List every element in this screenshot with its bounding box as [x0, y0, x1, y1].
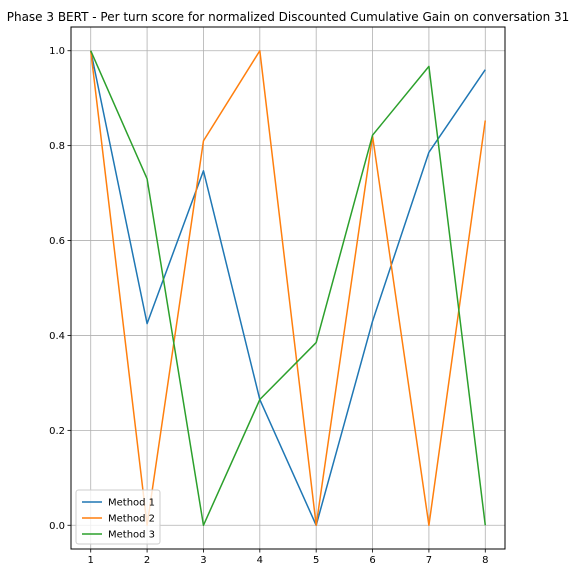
y-tick-label: 0.8: [49, 141, 65, 152]
x-tick-label: 2: [144, 555, 150, 566]
chart-title: Phase 3 BERT - Per turn score for normal…: [7, 10, 570, 24]
legend: Method 1 Method 2 Method 3: [75, 489, 161, 545]
y-tick-label: 0.2: [49, 426, 65, 437]
x-tick-label: 3: [200, 555, 206, 566]
x-tick-label: 6: [369, 555, 375, 566]
series-line-method-3: [90, 50, 487, 527]
x-tick-label: 5: [313, 555, 319, 566]
legend-box: [75, 489, 161, 545]
y-tick-label: 0.0: [49, 521, 65, 532]
x-tick-label: 7: [426, 555, 432, 566]
series-line-method-2: [89, 49, 487, 527]
y-tick-label: 0.4: [49, 331, 65, 342]
y-tick-label: 1.0: [49, 46, 65, 57]
x-tick-label: 1: [88, 555, 94, 566]
y-tick-label: 0.6: [49, 236, 65, 247]
legend-label-method-1: Method 1: [108, 498, 155, 509]
plot-area-frame: [70, 26, 506, 550]
series-line-method-1: [89, 50, 486, 527]
series-lines: [89, 49, 487, 527]
legend-label-method-3: Method 3: [108, 530, 155, 541]
x-axis: 1 2 3 4 5 6 7 8: [88, 549, 488, 566]
legend-label-method-2: Method 2: [108, 514, 155, 525]
x-tick-label: 8: [482, 555, 488, 566]
y-axis: 0.0 0.2 0.4 0.6 0.8 1.0: [49, 46, 71, 532]
x-tick-label: 4: [257, 555, 263, 566]
